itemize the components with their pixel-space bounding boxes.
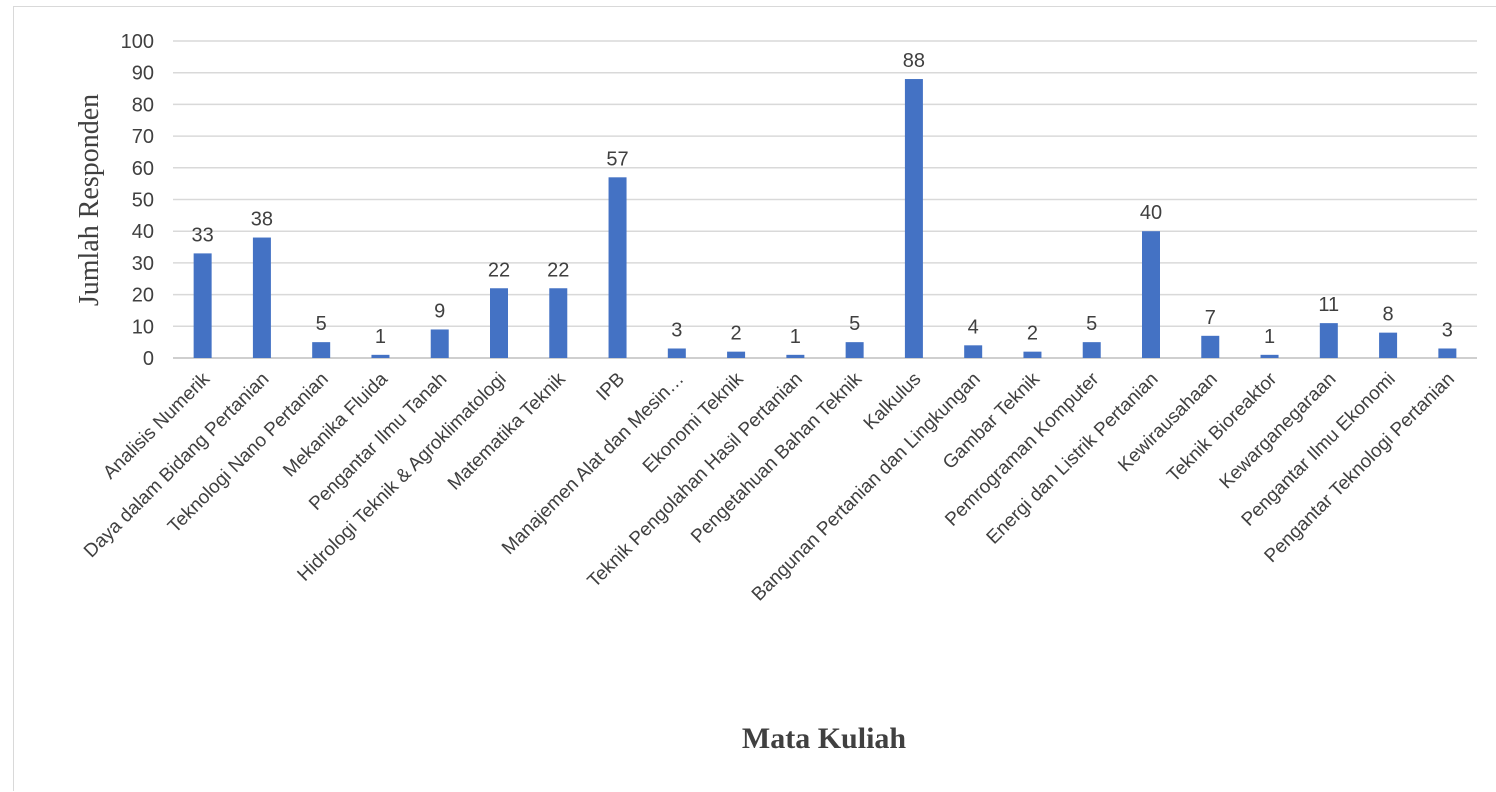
data-label: 22 <box>547 259 569 281</box>
x-tick-label: Ekonomi Teknik <box>639 368 748 477</box>
bar <box>1201 335 1220 358</box>
y-tick-label: 100 <box>121 31 154 53</box>
bars <box>193 79 1457 358</box>
bar <box>786 354 805 358</box>
x-tick-label: Mekanika Fluida <box>279 368 392 481</box>
x-tick-label: IPB <box>593 369 630 406</box>
data-label: 57 <box>606 148 628 170</box>
bar <box>371 354 390 358</box>
data-label: 3 <box>1442 319 1453 341</box>
bar <box>430 329 449 358</box>
data-label: 2 <box>731 323 742 345</box>
bar <box>667 348 686 358</box>
y-tick-label: 90 <box>132 63 154 85</box>
data-label: 2 <box>1027 323 1038 345</box>
x-tick-label: Teknik Pengolahan Hasil Pertanian <box>584 369 807 592</box>
y-tick-label: 80 <box>132 94 154 116</box>
bar <box>1142 231 1160 358</box>
data-label: 5 <box>316 313 327 335</box>
x-tick-label: Matematika Teknik <box>444 368 570 494</box>
x-axis-title: Mata Kuliah <box>742 722 906 755</box>
chart-frame: 0 10 20 30 40 50 60 70 80 90 100 33 38 5 1 9 22 22 57 3 2 1 5… <box>13 6 1496 791</box>
bar <box>1379 332 1398 358</box>
bar <box>1319 323 1338 358</box>
y-tick-label: 40 <box>132 221 154 243</box>
bar <box>845 342 864 358</box>
data-label: 1 <box>375 326 386 348</box>
bar <box>904 79 923 358</box>
bar <box>608 177 627 358</box>
bar <box>193 253 212 358</box>
x-tick-label: Hidrologi Teknik & Agroklimatologi <box>294 369 511 586</box>
data-label: 5 <box>1086 313 1097 335</box>
y-axis-title: Jumlah Responden <box>74 94 105 306</box>
y-axis-ticks: 0 10 20 30 40 50 60 70 80 90 100 <box>121 31 154 370</box>
y-tick-label: 60 <box>132 158 154 180</box>
data-label: 4 <box>968 316 979 338</box>
data-label: 11 <box>1318 294 1339 316</box>
x-tick-label: Teknik Bioreaktor <box>1163 368 1281 486</box>
data-label: 8 <box>1383 304 1394 326</box>
data-label: 1 <box>1264 326 1275 348</box>
bar <box>1438 348 1457 358</box>
bar <box>252 237 271 358</box>
data-label: 1 <box>790 326 801 348</box>
data-label: 5 <box>849 313 860 335</box>
data-label: 9 <box>434 300 445 322</box>
data-label: 33 <box>192 224 214 246</box>
data-label: 40 <box>1140 202 1162 224</box>
y-tick-label: 70 <box>132 126 154 148</box>
y-tick-label: 30 <box>132 253 154 275</box>
bar <box>964 345 983 358</box>
y-tick-label: 20 <box>132 285 154 307</box>
x-tick-label: Analisis Numerik <box>99 368 214 483</box>
bar <box>1082 342 1101 358</box>
data-label: 88 <box>903 50 925 72</box>
data-label: 7 <box>1205 307 1216 329</box>
y-tick-label: 10 <box>132 316 154 338</box>
data-label: 38 <box>251 209 273 231</box>
data-label: 22 <box>488 259 510 281</box>
data-label: 3 <box>671 319 682 341</box>
y-tick-label: 50 <box>132 190 154 212</box>
bar <box>1023 351 1042 358</box>
gridlines <box>173 40 1477 359</box>
y-tick-label: 0 <box>143 348 154 370</box>
bar <box>727 351 746 358</box>
bar <box>1260 354 1279 358</box>
bar <box>312 342 331 358</box>
bar <box>549 288 568 358</box>
bar <box>490 288 508 358</box>
